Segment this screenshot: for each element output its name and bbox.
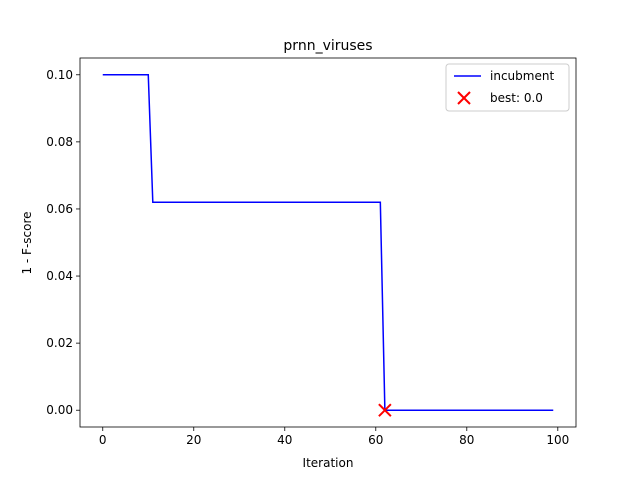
legend-item: best: 0.0	[457, 91, 543, 105]
series-line-incubment	[102, 74, 554, 411]
legend: incubment best: 0.0	[445, 63, 570, 112]
y-tick-label: 0.08	[46, 135, 73, 149]
y-tick-label: 0.04	[46, 269, 73, 283]
axes-frame	[79, 57, 577, 428]
legend-x-swatch	[457, 91, 471, 105]
x-tick-label: 60	[368, 433, 383, 447]
chart-title: prnn_viruses	[283, 38, 372, 54]
best-marker	[378, 403, 392, 417]
x-tick-label: 20	[186, 433, 201, 447]
x-axis-label: Iteration	[303, 456, 354, 470]
y-axis-label: 1 - F-score	[20, 211, 34, 274]
x-tick-label: 0	[99, 433, 107, 447]
legend-item: incubment	[454, 69, 554, 83]
legend-label: incubment	[490, 69, 554, 83]
legend-label: best: 0.0	[490, 91, 543, 105]
y-tick-label: 0.06	[46, 202, 73, 216]
x-tick-label: 80	[459, 433, 474, 447]
x-tick-label: 40	[277, 433, 292, 447]
y-tick-label: 0.10	[46, 68, 73, 82]
y-tick-label: 0.00	[46, 403, 73, 417]
plot-area	[102, 74, 554, 417]
x-tick-label: 100	[546, 433, 569, 447]
y-tick-label: 0.02	[46, 336, 73, 350]
best-marker-stroke	[378, 403, 392, 417]
axes: 0 20 40 60 80 100 0.00 0.02 0.04 0.06 0.08 0.10	[46, 57, 577, 447]
